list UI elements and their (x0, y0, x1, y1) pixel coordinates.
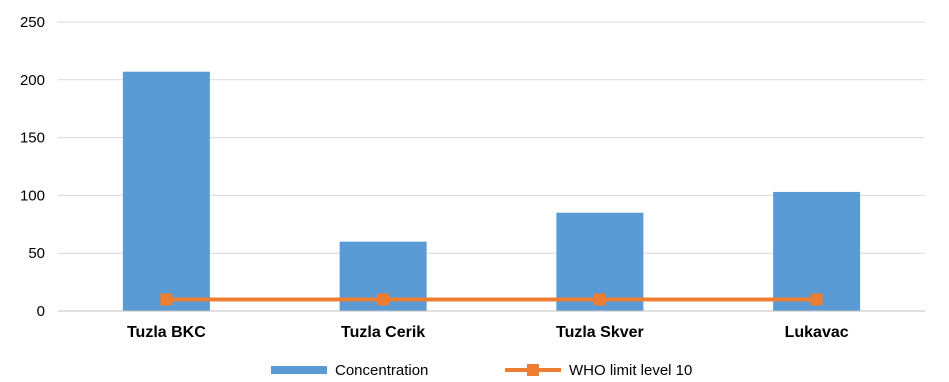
line-series (160, 293, 823, 306)
bar-tuzla-bkc (122, 71, 210, 311)
who-limit-marker (160, 293, 173, 306)
legend: Concentration WHO limit level 10 (271, 362, 692, 379)
who-limit-marker (810, 293, 823, 306)
x-category-label: Tuzla Skver (556, 324, 644, 341)
y-axis-ticks: 0 50 100 150 200 250 (20, 14, 45, 320)
y-tick-label: 0 (37, 303, 45, 320)
x-category-label: Lukavac (785, 324, 849, 341)
y-tick-label: 50 (28, 245, 45, 262)
y-tick-label: 200 (20, 72, 45, 89)
legend-swatch-who-limit-marker (527, 364, 539, 376)
legend-label-concentration: Concentration (335, 362, 428, 379)
y-tick-label: 100 (20, 187, 45, 204)
y-tick-label: 150 (20, 130, 45, 147)
legend-swatch-concentration (271, 366, 327, 374)
legend-label-who-limit: WHO limit level 10 (569, 362, 692, 379)
who-limit-marker (593, 293, 606, 306)
who-limit-marker (377, 293, 390, 306)
x-category-label: Tuzla BKC (127, 324, 206, 341)
bar-lukavac (773, 191, 861, 311)
bar-series (122, 71, 861, 311)
y-tick-label: 250 (20, 14, 45, 31)
x-axis-categories: Tuzla BKC Tuzla Cerik Tuzla Skver Lukavac (127, 324, 849, 341)
x-category-label: Tuzla Cerik (341, 324, 425, 341)
